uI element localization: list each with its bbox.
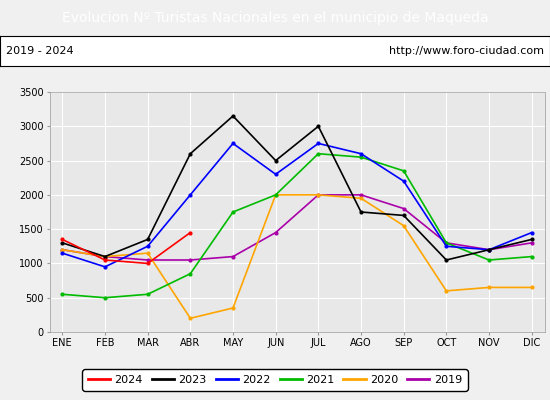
Legend: 2024, 2023, 2022, 2021, 2020, 2019: 2024, 2023, 2022, 2021, 2020, 2019 (82, 370, 468, 390)
Text: http://www.foro-ciudad.com: http://www.foro-ciudad.com (389, 46, 544, 56)
Text: Evolucion Nº Turistas Nacionales en el municipio de Maqueda: Evolucion Nº Turistas Nacionales en el m… (62, 11, 488, 25)
Text: 2019 - 2024: 2019 - 2024 (6, 46, 73, 56)
